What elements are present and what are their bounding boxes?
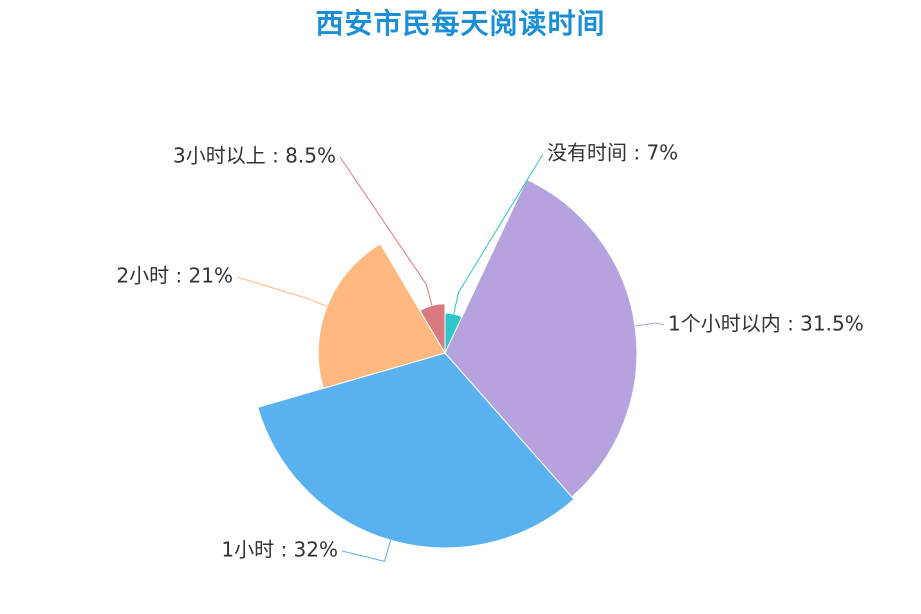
slice-label: 1个小时以内 : 31.5% (668, 312, 864, 336)
leader-line (453, 153, 544, 315)
leader-line (236, 276, 328, 307)
pie-slices (257, 178, 638, 549)
leader-lines (236, 153, 665, 562)
leader-line (339, 156, 433, 306)
leader-line (341, 540, 392, 562)
slice-label: 2小时 : 21% (116, 264, 233, 288)
pie-slice[interactable] (419, 303, 446, 355)
leader-line (634, 322, 665, 327)
chart-title: 西安市民每天阅读时间 (315, 7, 606, 40)
pie-slice[interactable] (317, 243, 446, 389)
slice-label: 1小时 : 32% (221, 538, 338, 562)
pie-slice[interactable] (444, 178, 638, 498)
slice-label: 没有时间 : 7% (547, 141, 678, 165)
slice-label: 3小时以上 : 8.5% (173, 144, 336, 168)
slice-labels: 没有时间 : 7% 1个小时以内 : 31.5% 1小时 : 32% 2小时 : 21… (116, 141, 863, 562)
